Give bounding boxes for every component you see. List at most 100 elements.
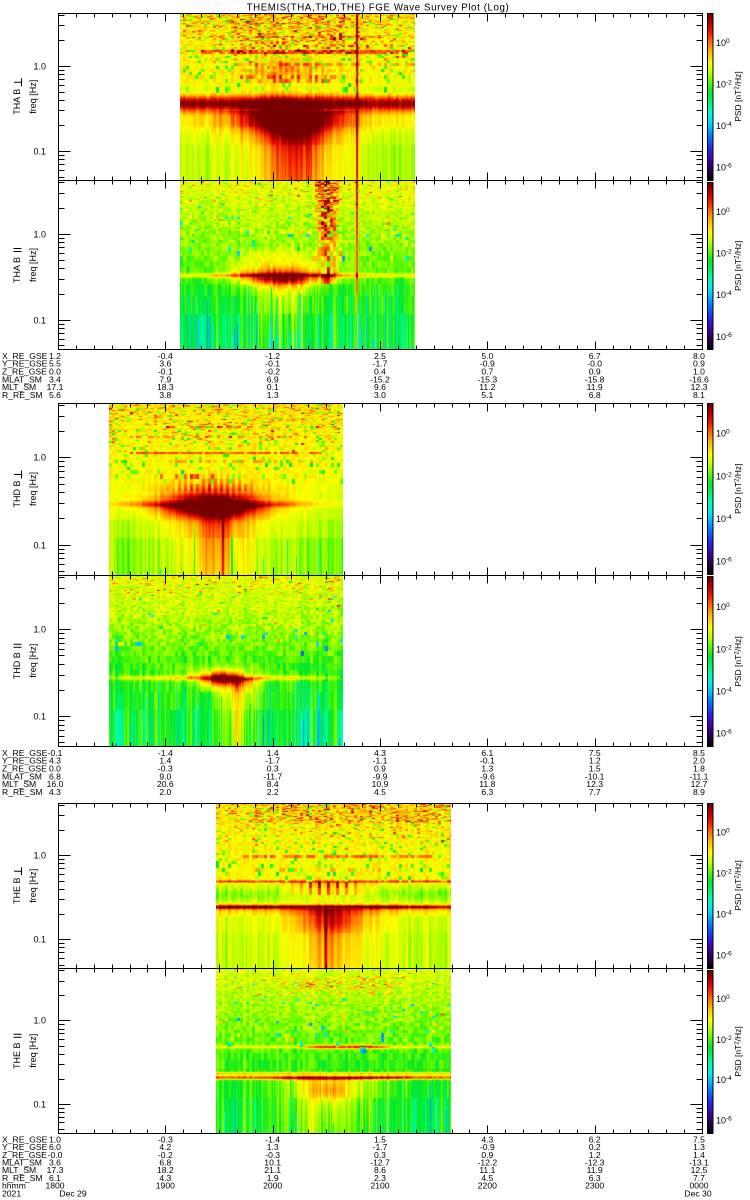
svg-text:6.0: 6.0 [49, 1142, 61, 1152]
svg-text:11.8: 11.8 [479, 779, 495, 789]
svg-text:7.7: 7.7 [693, 1173, 705, 1183]
svg-text:R_RE_SM: R_RE_SM [2, 787, 43, 797]
svg-text:X_RE_GSE: X_RE_GSE [2, 351, 48, 361]
svg-text:1.0: 1.0 [33, 62, 46, 72]
svg-text:10-2: 10-2 [716, 471, 732, 481]
svg-text:0.9: 0.9 [374, 764, 386, 774]
svg-text:PSD [nT2/Hz]: PSD [nT2/Hz] [733, 240, 743, 291]
svg-text:0.1: 0.1 [33, 316, 46, 326]
svg-text:18.2: 18.2 [157, 1165, 174, 1175]
svg-text:11.1: 11.1 [479, 1165, 495, 1175]
svg-text:MLAT_SM: MLAT_SM [2, 771, 42, 781]
svg-text:5.5: 5.5 [49, 359, 61, 369]
svg-text:-0.3: -0.3 [158, 764, 173, 774]
svg-text:THD B: THD B [12, 652, 22, 679]
svg-text:1.0: 1.0 [33, 230, 46, 240]
svg-text:17.3: 17.3 [47, 1165, 64, 1175]
svg-text:-0.4: -0.4 [158, 351, 173, 361]
svg-text:7.9: 7.9 [159, 374, 171, 384]
svg-text:6.3: 6.3 [481, 787, 493, 797]
svg-text:2.0: 2.0 [159, 787, 171, 797]
svg-text:6.7: 6.7 [589, 351, 601, 361]
svg-text:PSD [nT2/Hz]: PSD [nT2/Hz] [733, 463, 743, 514]
svg-text:3.8: 3.8 [159, 390, 171, 400]
svg-text:-0.1: -0.1 [480, 756, 495, 766]
svg-text:0.0: 0.0 [49, 367, 61, 377]
svg-text:6.8: 6.8 [589, 390, 601, 400]
svg-text:Y_RE_GSE: Y_RE_GSE [2, 359, 48, 369]
svg-text:6.1: 6.1 [49, 1173, 61, 1183]
svg-text:10-4: 10-4 [716, 910, 732, 920]
svg-text:-12.7: -12.7 [370, 1158, 390, 1168]
svg-text:1.3: 1.3 [267, 390, 279, 400]
svg-text:0.9: 0.9 [589, 367, 601, 377]
svg-text:8.6: 8.6 [374, 1165, 386, 1175]
svg-text:1.2: 1.2 [589, 756, 601, 766]
svg-text:0.4: 0.4 [374, 367, 386, 377]
svg-text:0.1: 0.1 [33, 147, 46, 157]
svg-text:10-2: 10-2 [716, 1035, 732, 1045]
svg-text:2.3: 2.3 [374, 1173, 386, 1183]
svg-text:5.6: 5.6 [49, 390, 61, 400]
svg-text:-1.7: -1.7 [265, 756, 280, 766]
svg-text:4.3: 4.3 [49, 787, 61, 797]
svg-text:PSD [nT2/Hz]: PSD [nT2/Hz] [733, 71, 743, 122]
svg-text:1.4: 1.4 [693, 1150, 705, 1160]
svg-text:-1.2: -1.2 [265, 351, 280, 361]
svg-text:8.9: 8.9 [693, 787, 705, 797]
svg-text:10-4: 10-4 [716, 1075, 732, 1085]
svg-text:MLAT_SM: MLAT_SM [2, 374, 42, 384]
svg-text:8.4: 8.4 [267, 779, 279, 789]
svg-text:PSD [nT2/Hz]: PSD [nT2/Hz] [733, 636, 743, 687]
svg-text:0.1: 0.1 [33, 541, 46, 551]
svg-text:freq [Hz]: freq [Hz] [28, 472, 38, 506]
svg-text:10.1: 10.1 [264, 1158, 281, 1168]
svg-text:1.0: 1.0 [33, 1016, 46, 1026]
svg-text:-1.7: -1.7 [373, 1142, 388, 1152]
svg-text:freq [Hz]: freq [Hz] [28, 644, 38, 678]
svg-text:THE B: THE B [12, 1042, 22, 1069]
svg-text:freq [Hz]: freq [Hz] [28, 248, 38, 282]
svg-text:17.1: 17.1 [47, 382, 64, 392]
svg-text:hhmm: hhmm [2, 1181, 26, 1191]
svg-text:Dec 29: Dec 29 [59, 1188, 86, 1198]
svg-text:-15.2: -15.2 [370, 374, 390, 384]
svg-text:4.3: 4.3 [49, 756, 61, 766]
svg-text:6.3: 6.3 [589, 1173, 601, 1183]
svg-text:100: 100 [716, 429, 730, 439]
svg-text:0.9: 0.9 [693, 359, 705, 369]
svg-text:10-6: 10-6 [716, 950, 732, 960]
svg-text:5.0: 5.0 [481, 351, 493, 361]
svg-text:11.9: 11.9 [587, 382, 603, 392]
svg-text:10-2: 10-2 [716, 869, 732, 879]
svg-text:-12.2: -12.2 [478, 1158, 498, 1168]
svg-text:2300: 2300 [585, 1181, 604, 1191]
svg-text:THEMIS(THA,THD,THE) FGE Wave: THEMIS(THA,THD,THE) FGE Wave Survey Plot… [247, 3, 510, 14]
svg-text:Z_RE_GSE: Z_RE_GSE [2, 764, 47, 774]
svg-text:1.3: 1.3 [481, 764, 493, 774]
svg-text:1800: 1800 [45, 1181, 64, 1191]
svg-text:3.6: 3.6 [159, 359, 171, 369]
svg-text:8.5: 8.5 [693, 748, 705, 758]
svg-text:2021: 2021 [2, 1188, 21, 1198]
svg-text:3.4: 3.4 [49, 374, 61, 384]
svg-text:MLT_SM: MLT_SM [2, 1165, 36, 1175]
svg-text:7.5: 7.5 [589, 748, 601, 758]
svg-text:1.5: 1.5 [374, 1134, 386, 1144]
svg-text:0.1: 0.1 [33, 712, 46, 722]
svg-text:PSD [nT2/Hz]: PSD [nT2/Hz] [733, 860, 743, 911]
svg-text:R_RE_SM: R_RE_SM [2, 390, 43, 400]
svg-text:10-2: 10-2 [716, 644, 732, 654]
svg-text:freq [Hz]: freq [Hz] [28, 80, 38, 114]
svg-text:-12.3: -12.3 [585, 1158, 605, 1168]
svg-text:6.1: 6.1 [481, 748, 493, 758]
svg-text:-0.1: -0.1 [48, 748, 63, 758]
svg-text:2000: 2000 [263, 1181, 282, 1191]
svg-text:1900: 1900 [156, 1181, 175, 1191]
svg-text:-9.9: -9.9 [373, 771, 388, 781]
svg-text:Z_RE_GSE: Z_RE_GSE [2, 1150, 47, 1160]
svg-text:100: 100 [716, 828, 730, 838]
svg-text:0.2: 0.2 [589, 1142, 601, 1152]
svg-text:1.2: 1.2 [589, 1150, 601, 1160]
svg-text:1.9: 1.9 [267, 1173, 279, 1183]
